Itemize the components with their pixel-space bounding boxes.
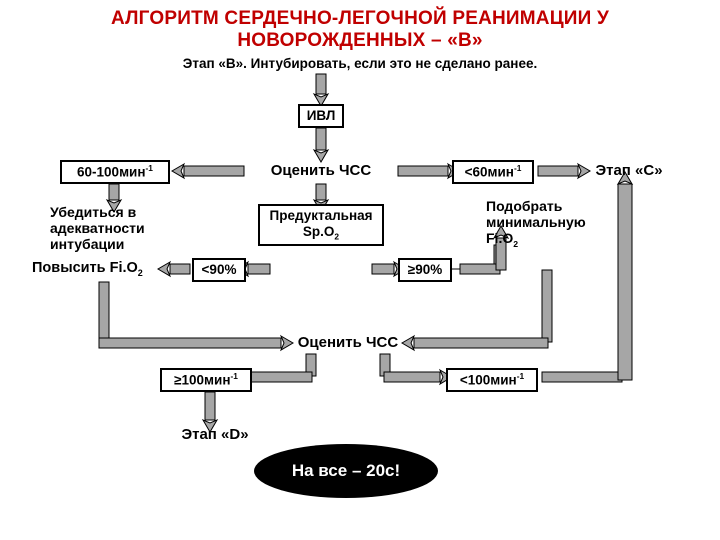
preductal-box: Предуктальная Sp.O2 — [258, 204, 384, 246]
title-line2: НОВОРОЖДЕННЫХ – «В» — [237, 30, 482, 51]
title-line1: АЛГОРИТМ СЕРДЕЧНО-ЛЕГОЧНОЙ РЕАНИМАЦИИ У — [111, 8, 609, 29]
page-title: АЛГОРИТМ СЕРДЕЧНО-ЛЕГОЧНОЙ РЕАНИМАЦИИ У … — [0, 0, 720, 56]
preductal-l2b: 2 — [334, 231, 339, 241]
pickmin-l2: минимальную — [486, 214, 586, 230]
rate-60-100-a: 60-100мин — [77, 165, 145, 180]
flowchart-canvas: .sh{fill:#a6a6a6;stroke:#000;stroke-widt… — [0, 56, 720, 540]
raise-fio2: Повысить Fi.O2 — [32, 260, 186, 278]
pickmin-l1: Подобрать — [486, 198, 562, 214]
rate-60-100-b: -1 — [146, 163, 153, 173]
ensure-l3: интубации — [50, 236, 124, 252]
lt60-b: -1 — [514, 163, 521, 173]
lt100-box: <100мин-1 — [446, 368, 538, 392]
lt100-b: -1 — [517, 371, 524, 381]
ensure-l2: адекватности — [50, 220, 145, 236]
ensure-l1: Убедиться в — [50, 204, 136, 220]
pickmin-l3b: 2 — [513, 239, 518, 249]
ge90-box: ≥90% — [398, 258, 452, 282]
assess-hr-2: Оценить ЧСС — [288, 334, 408, 351]
stage-b-text: Этап «В». Интубировать, если это не сдел… — [150, 56, 570, 72]
stage-d: Этап «D» — [168, 426, 262, 443]
time-badge: На все – 20с! — [254, 444, 438, 498]
pick-min-fio2: Подобрать минимальную Fi.O2 — [486, 198, 630, 249]
ensure-intubation: Убедиться в адекватности интубации — [50, 204, 190, 252]
assess-hr-1: Оценить ЧСС — [250, 162, 392, 179]
lt60-box: <60мин-1 — [452, 160, 534, 184]
ge100-b: -1 — [230, 371, 237, 381]
lt100-a: <100мин — [460, 373, 517, 388]
lt90-box: <90% — [192, 258, 246, 282]
preductal-l1: Предуктальная — [270, 208, 373, 223]
ivl-box: ИВЛ — [298, 104, 344, 128]
stage-c: Этап «С» — [582, 162, 676, 179]
rate-60-100-box: 60-100мин-1 — [60, 160, 170, 184]
ge100-box: ≥100мин-1 — [160, 368, 252, 392]
pickmin-l3a: Fi.O — [486, 230, 513, 246]
lt60-a: <60мин — [465, 165, 514, 180]
raise-b: 2 — [138, 268, 143, 278]
ge100-a: ≥100мин — [174, 373, 230, 388]
raise-a: Повысить Fi.O — [32, 260, 138, 276]
preductal-l2a: Sp.O — [303, 224, 335, 239]
